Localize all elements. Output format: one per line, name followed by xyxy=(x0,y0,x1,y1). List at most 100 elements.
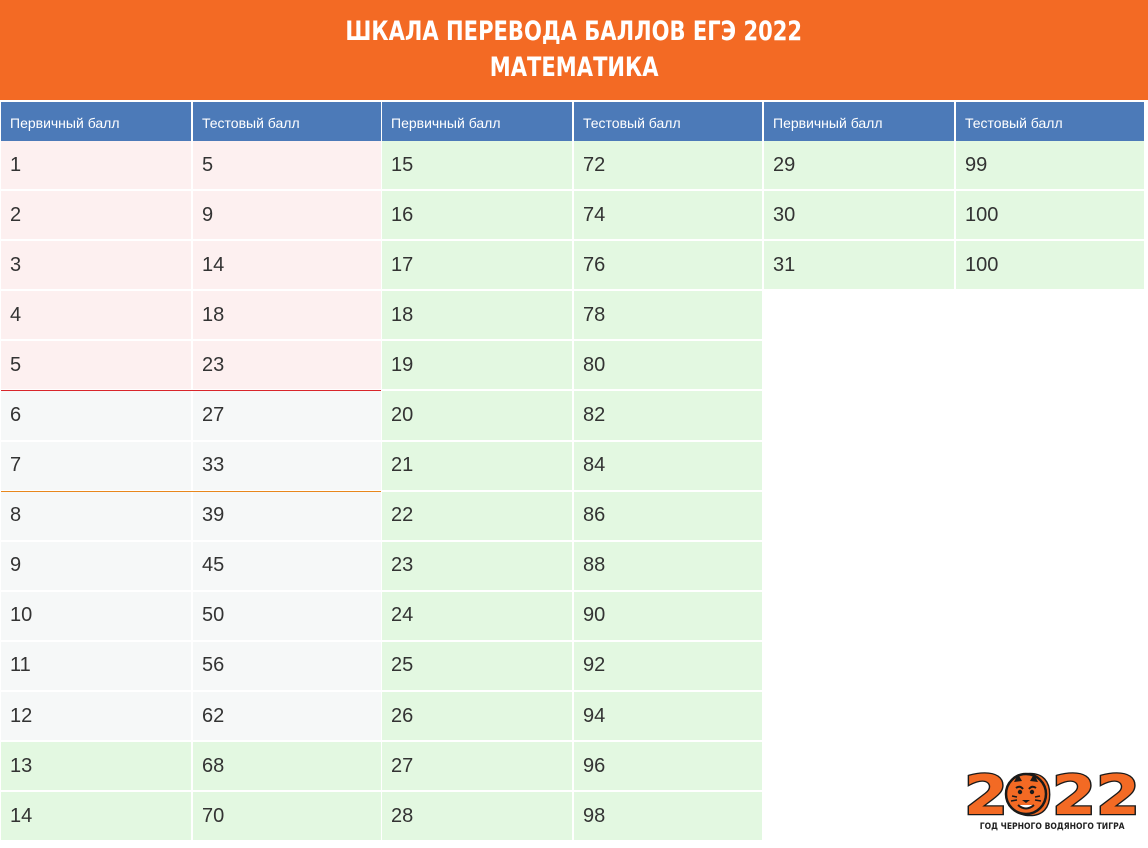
page-header: ШКАЛА ПЕРЕВОДА БАЛЛОВ ЕГЭ 2022 МАТЕМАТИК… xyxy=(0,0,1148,100)
test-score-cell: 23 xyxy=(191,341,381,392)
table-row: 23 88 xyxy=(382,541,762,592)
table-row: 9 45 xyxy=(1,541,381,592)
primary-score-cell: 29 xyxy=(764,141,954,192)
table-row: 27 96 xyxy=(382,742,762,793)
page-title-line1: ШКАЛА ПЕРЕВОДА БАЛЛОВ ЕГЭ 2022 xyxy=(345,16,803,47)
test-score-cell: 76 xyxy=(572,241,762,292)
primary-score-cell: 14 xyxy=(1,792,191,843)
table-row: 20 82 xyxy=(382,391,762,442)
primary-score-cell: 23 xyxy=(382,541,572,592)
primary-score-cell: 2 xyxy=(1,191,191,242)
primary-score-cell: 10 xyxy=(1,591,191,642)
column-header-test: Тестовый балл xyxy=(191,102,381,141)
table-header: Первичный балл Тестовый балл xyxy=(764,102,1144,141)
test-score-cell: 27 xyxy=(191,391,381,442)
test-score-cell: 86 xyxy=(572,491,762,542)
test-score-cell: 98 xyxy=(572,792,762,843)
table-header: Первичный балл Тестовый балл xyxy=(1,102,381,141)
primary-score-cell: 18 xyxy=(382,291,572,342)
primary-score-cell: 21 xyxy=(382,441,572,492)
primary-score-cell: 13 xyxy=(1,742,191,793)
test-score-cell: 78 xyxy=(572,291,762,342)
column-header-primary: Первичный балл xyxy=(391,115,501,131)
table-row: 6 27 xyxy=(1,391,381,442)
test-score-cell: 39 xyxy=(191,491,381,542)
table-row: 26 94 xyxy=(382,692,762,743)
primary-score-cell: 25 xyxy=(382,641,572,693)
test-score-cell: 62 xyxy=(191,692,381,743)
primary-score-cell: 26 xyxy=(382,692,572,743)
test-score-cell: 33 xyxy=(191,441,381,492)
column-header-test: Тестовый балл xyxy=(954,102,1144,141)
table-row: 28 98 xyxy=(382,792,762,843)
test-score-cell: 68 xyxy=(191,742,381,793)
test-score-cell: 70 xyxy=(191,792,381,843)
column-header-primary: Первичный балл xyxy=(773,115,883,131)
table-row: 4 18 xyxy=(1,291,381,342)
test-score-cell: 82 xyxy=(572,391,762,442)
table-row: 25 92 xyxy=(382,641,762,693)
primary-score-cell: 11 xyxy=(1,641,191,693)
table-header: Первичный балл Тестовый балл xyxy=(382,102,762,141)
table-row: 5 23 xyxy=(1,341,381,393)
primary-score-cell: 7 xyxy=(1,441,191,492)
score-table-3: Первичный балл Тестовый балл 29 99 30 100 31… xyxy=(764,102,1144,292)
table-row: 17 76 xyxy=(382,241,762,292)
table-row: 12 62 xyxy=(1,692,381,743)
primary-score-cell: 19 xyxy=(382,341,572,392)
primary-score-cell: 20 xyxy=(382,391,572,442)
table-row: 30 100 xyxy=(764,191,1144,242)
test-score-cell: 9 xyxy=(191,191,381,242)
test-score-cell: 90 xyxy=(572,591,762,642)
logo-caption-text: ГОД ЧЕРНОГО ВОДЯНОГО ТИГРА xyxy=(979,822,1125,832)
primary-score-cell: 3 xyxy=(1,241,191,292)
test-score-cell: 14 xyxy=(191,241,381,292)
test-score-cell: 100 xyxy=(954,191,1144,242)
test-score-cell: 99 xyxy=(954,141,1144,192)
table-body: 29 99 30 100 31 100 xyxy=(764,141,1144,292)
test-score-cell: 94 xyxy=(572,692,762,743)
table-row: 19 80 xyxy=(382,341,762,392)
score-table-2: Первичный балл Тестовый балл 15 72 16 74 17 7… xyxy=(382,102,762,843)
table-row: 22 86 xyxy=(382,491,762,542)
primary-score-cell: 28 xyxy=(382,792,572,843)
primary-score-cell: 8 xyxy=(1,491,191,542)
table-row: 29 99 xyxy=(764,141,1144,192)
primary-score-cell: 16 xyxy=(382,191,572,242)
test-score-cell: 88 xyxy=(572,541,762,592)
table-row: 16 74 xyxy=(382,191,762,242)
test-score-cell: 5 xyxy=(191,141,381,192)
test-score-cell: 80 xyxy=(572,341,762,392)
test-score-cell: 96 xyxy=(572,742,762,793)
primary-score-cell: 24 xyxy=(382,591,572,642)
primary-score-cell: 4 xyxy=(1,291,191,342)
primary-score-cell: 15 xyxy=(382,141,572,192)
score-table-1: Первичный балл Тестовый балл 1 5 2 9 3 14 4 18 5… xyxy=(1,102,381,843)
logo-caption: ГОД ЧЕРНОГО ВОДЯНОГО ТИГРА xyxy=(964,820,1140,834)
table-row: 21 84 xyxy=(382,441,762,492)
table-body: 15 72 16 74 17 76 18 78 19 80 20 82 21 84 22 86 23 88 24 90… xyxy=(382,141,762,843)
primary-score-cell: 22 xyxy=(382,491,572,542)
primary-score-cell: 5 xyxy=(1,341,191,392)
primary-score-cell: 1 xyxy=(1,141,191,192)
primary-score-cell: 30 xyxy=(764,191,954,242)
test-score-cell: 18 xyxy=(191,291,381,342)
test-score-cell: 92 xyxy=(572,641,762,693)
column-header-primary: Первичный балл xyxy=(10,115,120,131)
table-row: 11 56 xyxy=(1,641,381,693)
primary-score-cell: 27 xyxy=(382,742,572,793)
table-row: 31 100 xyxy=(764,241,1144,292)
test-score-cell: 45 xyxy=(191,541,381,592)
test-score-cell: 84 xyxy=(572,441,762,492)
test-score-cell: 72 xyxy=(572,141,762,192)
logo-year-text: 2022 xyxy=(964,768,1140,820)
table-row: 24 90 xyxy=(382,591,762,642)
primary-score-cell: 31 xyxy=(764,241,954,292)
test-score-cell: 50 xyxy=(191,591,381,642)
page-title-line2: МАТЕМАТИКА xyxy=(489,52,659,83)
primary-score-cell: 17 xyxy=(382,241,572,292)
table-body: 1 5 2 9 3 14 4 18 5 23 6 27 7 33 8 39 9 45 10 50 11 56 12 62 13 6… xyxy=(1,141,381,843)
primary-score-cell: 6 xyxy=(1,391,191,442)
